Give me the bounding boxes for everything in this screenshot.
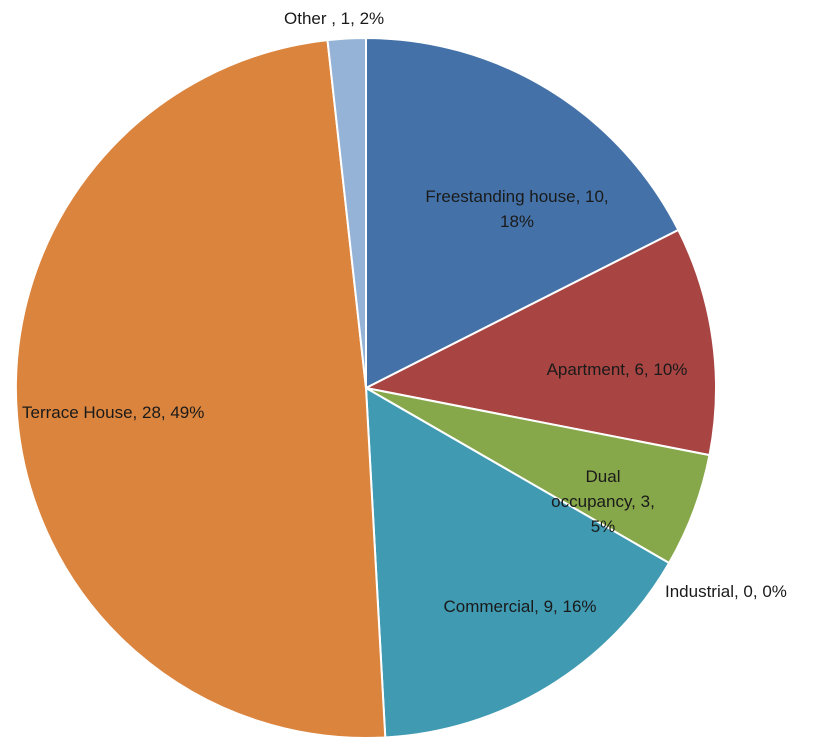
- data-label-other: Other , 1, 2%: [284, 9, 384, 28]
- data-label-terrace-house: Terrace House, 28, 49%: [22, 403, 204, 422]
- data-label-dual-occupancy: Dual occupancy, 3, 5%: [551, 467, 655, 536]
- pie-slice-other: [326, 36, 367, 389]
- data-label-line: 18%: [500, 212, 534, 231]
- data-label-freestanding-house: Freestanding house, 10, 18%: [425, 187, 608, 231]
- data-label-industrial: Industrial, 0, 0%: [665, 582, 787, 601]
- data-label-commercial: Commercial, 9, 16%: [443, 597, 596, 616]
- data-label-line: Industrial, 0, 0%: [665, 582, 787, 601]
- data-label-line: occupancy, 3,: [551, 492, 655, 511]
- labels-layer: Freestanding house, 10, 18% Apartment, 6, …: [22, 9, 787, 616]
- data-label-line: Terrace House, 28, 49%: [22, 403, 204, 422]
- pie-slice-apartment: [365, 228, 717, 457]
- pie-slice-commercial: [365, 387, 671, 739]
- pie-slice-terrace-house: [14, 39, 387, 739]
- slices-layer: [14, 36, 717, 739]
- data-label-apartment: Apartment, 6, 10%: [547, 360, 688, 379]
- data-label-line: 5%: [591, 517, 616, 536]
- data-label-line: Dual: [586, 467, 621, 486]
- data-label-line: Commercial, 9, 16%: [443, 597, 596, 616]
- data-label-line: Apartment, 6, 10%: [547, 360, 688, 379]
- pie-slice-freestanding-house: [365, 37, 680, 389]
- data-label-line: Other , 1, 2%: [284, 9, 384, 28]
- data-label-line: Freestanding house, 10,: [425, 187, 608, 206]
